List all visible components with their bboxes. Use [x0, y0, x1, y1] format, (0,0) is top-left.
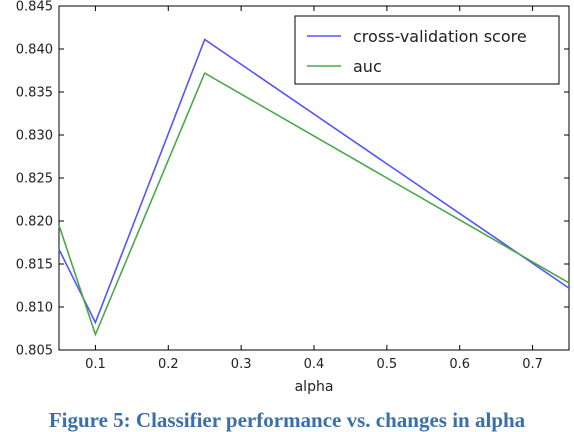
y-tick-label: 0.825: [16, 172, 53, 187]
y-tick-label: 0.835: [16, 86, 53, 101]
line-chart: 0.805 0.810 0.815 0.820 0.825 0.830 0.835 0.840…: [16, 0, 570, 395]
x-tick-label: 0.1: [85, 357, 106, 372]
y-tick-label: 0.805: [16, 344, 53, 359]
x-tick-label: 0.3: [231, 357, 252, 372]
y-tick-label: 0.820: [16, 215, 53, 230]
x-tick-label: 0.7: [522, 357, 543, 372]
legend-label: cross-validation score: [353, 27, 527, 46]
x-axis-label: alpha: [295, 379, 334, 395]
x-tick-label: 0.4: [304, 357, 325, 372]
legend: cross-validation score auc: [294, 15, 560, 85]
series-line-auc: [58, 71, 570, 337]
series-line-cross-validation-score: [58, 38, 570, 325]
x-tick-label: 0.2: [158, 357, 179, 372]
y-tick-label: 0.810: [16, 301, 53, 316]
x-tick-label: 0.6: [449, 357, 470, 372]
ticks: 0.805 0.810 0.815 0.820 0.825 0.830 0.835 0.840…: [16, 0, 569, 372]
series-lines: [58, 38, 570, 337]
y-tick-label: 0.830: [16, 129, 53, 144]
x-tick-label: 0.5: [377, 357, 398, 372]
y-tick-label: 0.845: [16, 0, 53, 15]
figure-caption: Figure 5: Classifier performance vs. cha…: [48, 408, 526, 432]
y-tick-label: 0.840: [16, 43, 53, 58]
legend-label: auc: [353, 57, 382, 76]
legend-box: [294, 15, 560, 85]
y-tick-label: 0.815: [16, 258, 53, 273]
